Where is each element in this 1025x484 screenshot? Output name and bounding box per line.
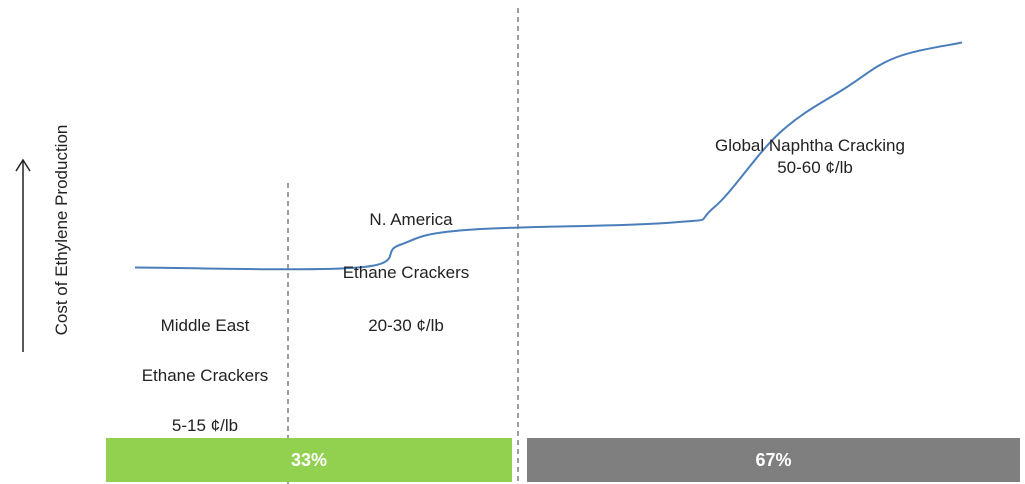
region-label-naphtha-2: 50-60 ¢/lb [777, 158, 853, 177]
cost-curve-line [134, 41, 963, 271]
region-label-n-america-1: N. America [369, 210, 453, 229]
y-axis-label: Cost of Ethylene Production [52, 124, 71, 336]
up-arrow-icon [15, 158, 31, 352]
region-label-naphtha-1: Global Naphtha Cracking [715, 136, 905, 155]
share-bar-67: 67% [527, 438, 1020, 482]
region-label-n-america-2: Ethane Crackers [342, 263, 470, 282]
share-bar-33: 33% [106, 438, 512, 482]
region-label-n-america-3: 20-30 ¢/lb [368, 316, 444, 335]
region-label-middle-east-1: Middle East [160, 316, 250, 335]
region-label-middle-east-2: Ethane Crackers [141, 366, 269, 385]
region-label-middle-east-3: 5-15 ¢/lb [171, 416, 239, 435]
